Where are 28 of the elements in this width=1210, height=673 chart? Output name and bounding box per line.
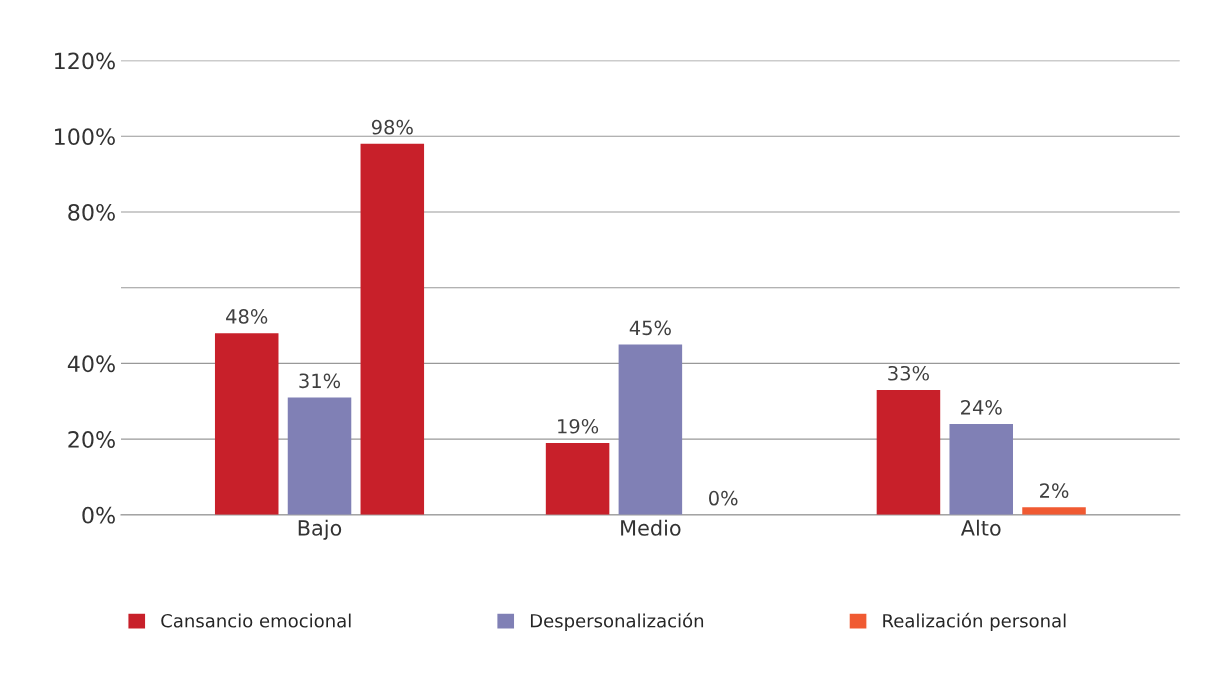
bar <box>1022 507 1086 515</box>
text: 24% <box>961 399 1002 415</box>
text: 19% <box>558 418 599 434</box>
bar <box>214 333 279 515</box>
y-tick-label: 20% <box>68 431 115 448</box>
bar <box>618 344 683 515</box>
bar <box>545 442 610 515</box>
y-tick-label: 0% <box>82 506 115 524</box>
y-tick-label: 120% <box>55 52 115 70</box>
x-tick-label: Alto <box>960 519 1001 536</box>
x-tick-label: Bajo <box>298 519 342 540</box>
text: 45% <box>629 320 671 336</box>
y-tick-label: 40% <box>67 355 115 373</box>
text: 98% <box>371 119 413 135</box>
text: 33% <box>888 365 929 381</box>
bar <box>949 423 1013 515</box>
text: 48% <box>226 309 268 324</box>
bar <box>287 397 352 515</box>
legend-label: Cansancio emocional <box>161 613 351 628</box>
bar <box>876 389 941 515</box>
x-tick-label: Medio <box>621 519 681 536</box>
legend-label: Despersonalización <box>530 612 704 632</box>
y-tick-label: 100% <box>55 128 115 146</box>
y-tick-label: 80% <box>68 203 115 221</box>
text: 0% <box>709 490 738 506</box>
text: 2% <box>1040 483 1069 498</box>
legend-label: Realización personal <box>883 612 1066 632</box>
text: 31% <box>299 373 341 389</box>
